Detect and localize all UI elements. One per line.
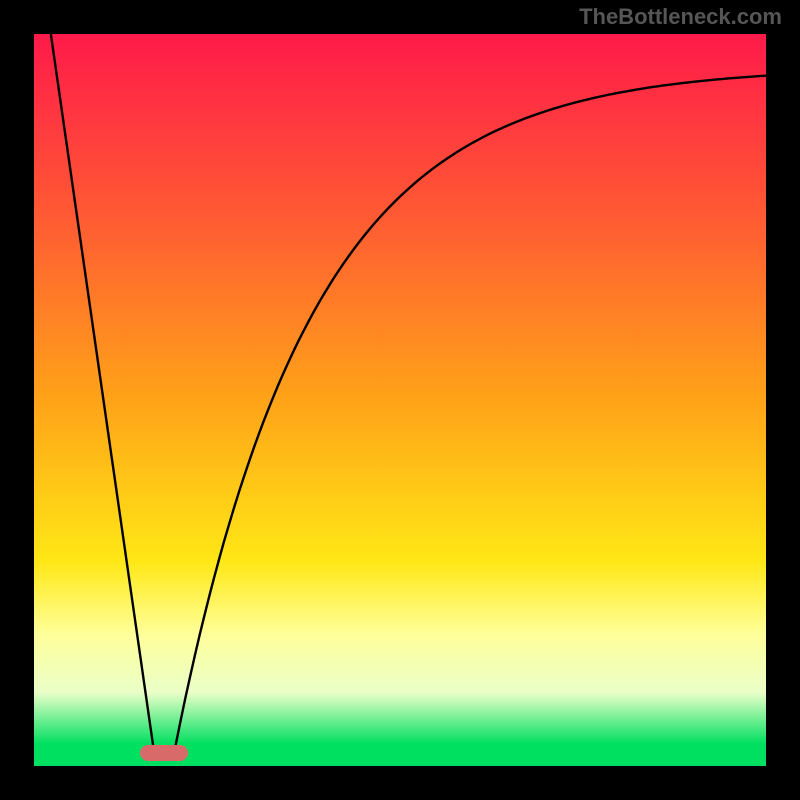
chart-frame: TheBottleneck.com xyxy=(0,0,800,800)
watermark-text: TheBottleneck.com xyxy=(579,4,782,30)
bottleneck-marker xyxy=(140,745,188,761)
curve-overlay xyxy=(34,34,766,766)
bottleneck-curve-path xyxy=(51,34,766,747)
gradient-plot-area xyxy=(34,34,766,766)
